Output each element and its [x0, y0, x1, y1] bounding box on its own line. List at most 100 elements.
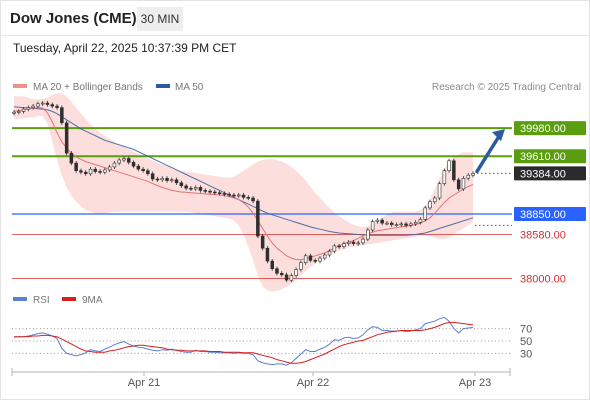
forecast-arrow-shaft [475, 131, 503, 174]
ma20-legend-swatch [13, 84, 27, 88]
ma20-legend-label: MA 20 + Bollinger Bands [33, 82, 143, 93]
candle-body [327, 250, 332, 256]
candle-body [366, 229, 370, 240]
timeframe-button[interactable]: 30 MIN [137, 7, 183, 31]
candle-body [198, 187, 203, 191]
ma50-line [13, 106, 474, 236]
forecast-arrow-head [492, 129, 505, 142]
rsi-ma-legend-swatch [62, 297, 76, 301]
candle-body [232, 194, 236, 197]
candle-body [165, 178, 169, 181]
resistance-label: 39980.00 [520, 123, 566, 135]
candle-body [136, 165, 141, 170]
candle-body [184, 185, 188, 189]
ma50-legend-label: MA 50 [175, 82, 204, 93]
candle-body [93, 168, 98, 172]
candle-body [127, 158, 131, 163]
candle-body [461, 178, 466, 190]
candle-body [447, 160, 451, 172]
rsi-ma-line [14, 321, 474, 364]
header-divider [0, 35, 590, 36]
candle-body [246, 197, 251, 199]
candle-body [203, 190, 208, 192]
candle-body [385, 222, 389, 225]
candle-body [337, 245, 341, 248]
bollinger-band-fill [14, 93, 473, 292]
candle-body [260, 235, 265, 249]
candle-body [174, 179, 179, 184]
candle-body [74, 162, 78, 172]
current-price-label-box [514, 166, 586, 181]
candle-body [12, 111, 16, 114]
candle-body [432, 197, 437, 203]
resistance-label-box [514, 149, 586, 164]
candle-body [237, 194, 241, 197]
instrument-title: Dow Jones (CME) [10, 10, 137, 27]
support-label: 38000.00 [520, 274, 566, 286]
rsi-level-label: 30 [520, 348, 532, 360]
rsi-legend-label: RSI [33, 295, 50, 306]
candle-body [251, 197, 255, 202]
resistance-label: 39610.00 [520, 151, 566, 163]
candle-body [60, 107, 64, 124]
candle-body [361, 238, 365, 244]
candle-body [150, 173, 155, 180]
candle-body [141, 168, 145, 171]
candle-body [442, 170, 447, 184]
rsi-ma-legend-label: 9MA [82, 295, 103, 306]
price-levels [12, 127, 512, 280]
candle-body [394, 224, 399, 226]
candle-body [208, 190, 212, 193]
candle-body [45, 102, 50, 105]
candle-body [103, 169, 107, 173]
candle-body [318, 257, 322, 262]
candle-body [179, 182, 184, 187]
level-labels: 39980.00 39610.00 38850.00 38580.00 38000.00… [514, 121, 586, 286]
candle-body [36, 103, 40, 107]
candle-body [351, 241, 356, 244]
candle-body [227, 193, 231, 196]
rsi-level-label: 70 [520, 324, 532, 336]
candle-body [308, 255, 313, 261]
candle-body [40, 102, 45, 105]
candle-body [413, 222, 418, 225]
candle-body [26, 107, 31, 110]
candle-body [270, 260, 274, 270]
candle-body [342, 243, 346, 247]
candle-body [375, 219, 380, 222]
candle-body [107, 166, 112, 171]
candle-body [98, 171, 102, 173]
candle-body [370, 221, 375, 231]
candle-body [303, 255, 308, 263]
candle-body [313, 260, 317, 262]
timestamp: Tuesday, April 22, 2025 10:37:39 PM CET [13, 41, 237, 55]
candle-body [21, 108, 26, 112]
candle-body [409, 223, 413, 226]
pivot-label: 38850.00 [520, 209, 566, 221]
candle-body [189, 187, 193, 190]
candle-body [79, 170, 83, 173]
rsi-legend-swatch [13, 297, 27, 301]
candle-body [332, 245, 337, 252]
candle-body [284, 274, 289, 281]
candle-body [112, 162, 117, 168]
time-axis: Apr 21 Apr 22 Apr 23 [11, 368, 511, 389]
bollinger-band [14, 93, 473, 292]
candle-body [404, 223, 408, 226]
current-price-label: 39384.00 [520, 168, 566, 180]
candle-body [418, 219, 423, 223]
candle-body [256, 200, 260, 237]
candle-body [194, 187, 198, 190]
candle-body [471, 173, 475, 176]
candle-body [423, 207, 427, 220]
candle-body [289, 275, 294, 281]
candle-body [222, 193, 227, 195]
time-tick-label: Apr 21 [128, 377, 160, 389]
time-tick-label: Apr 22 [297, 377, 329, 389]
candle-body [31, 105, 35, 108]
candle-body [155, 178, 160, 181]
candle-body [275, 268, 279, 274]
candle-body [213, 191, 217, 194]
candle-body [16, 111, 21, 113]
